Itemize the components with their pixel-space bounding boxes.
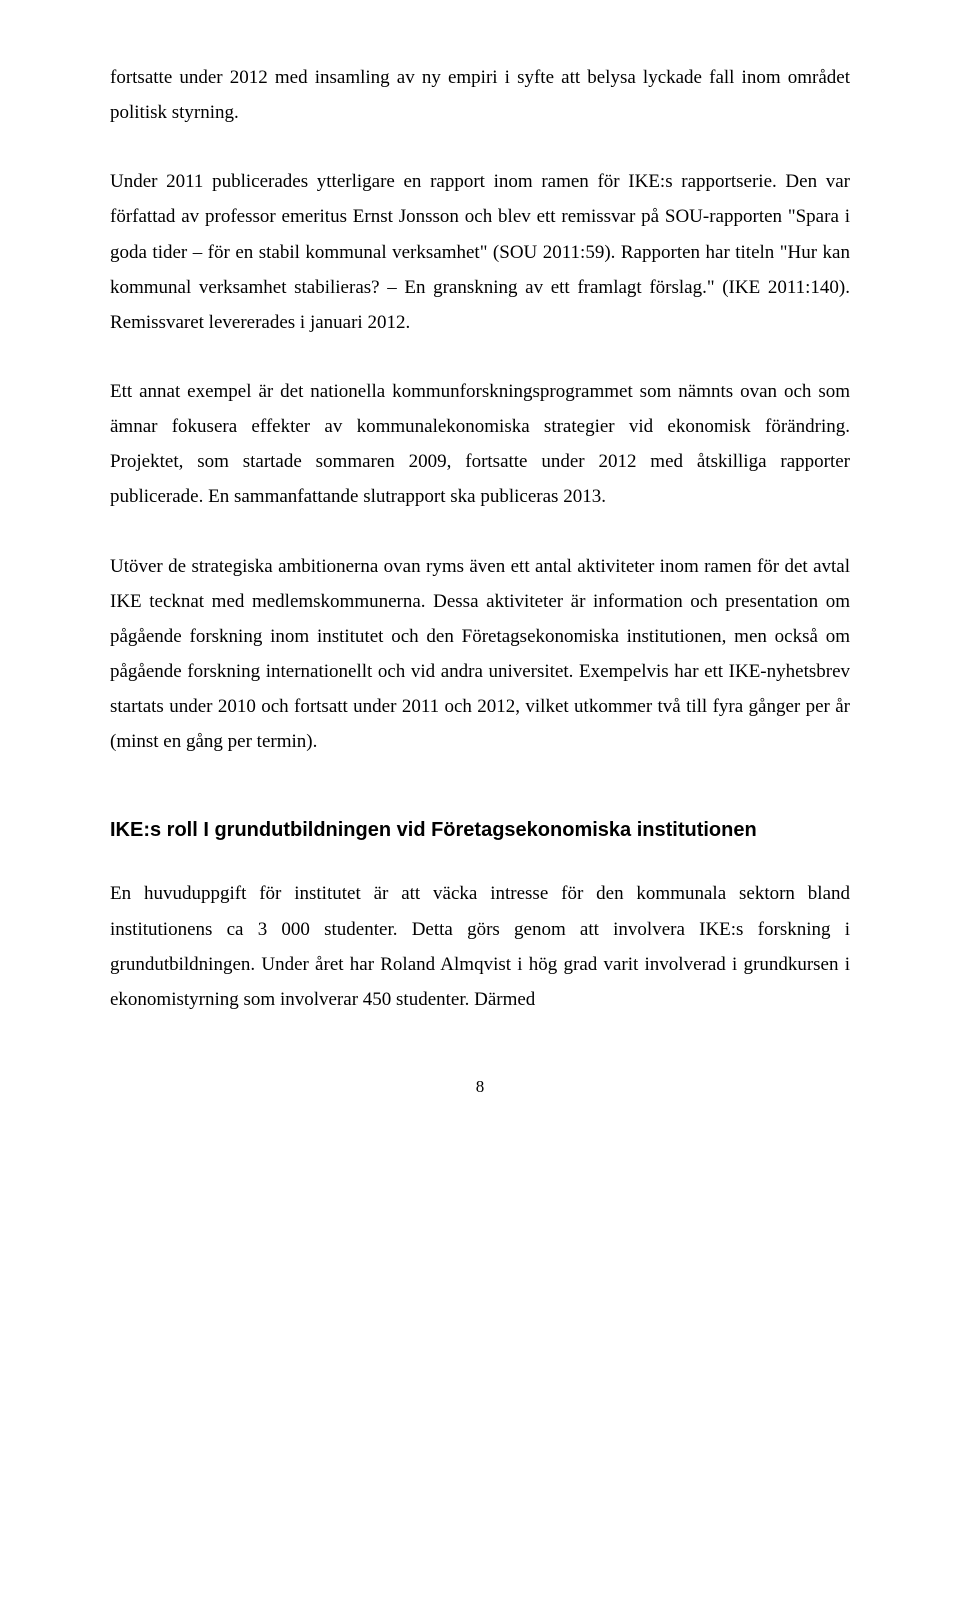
paragraph-2: Under 2011 publicerades ytterligare en r… bbox=[110, 164, 850, 340]
section-heading: IKE:s roll I grundutbildningen vid Föret… bbox=[110, 819, 850, 842]
paragraph-3: Ett annat exempel är det nationella komm… bbox=[110, 374, 850, 515]
paragraph-5: En huvuduppgift för institutet är att vä… bbox=[110, 876, 850, 1017]
document-page: fortsatte under 2012 med insamling av ny… bbox=[0, 0, 960, 1147]
paragraph-4: Utöver de strategiska ambitionerna ovan … bbox=[110, 549, 850, 760]
page-number: 8 bbox=[110, 1077, 850, 1097]
paragraph-1: fortsatte under 2012 med insamling av ny… bbox=[110, 60, 850, 130]
